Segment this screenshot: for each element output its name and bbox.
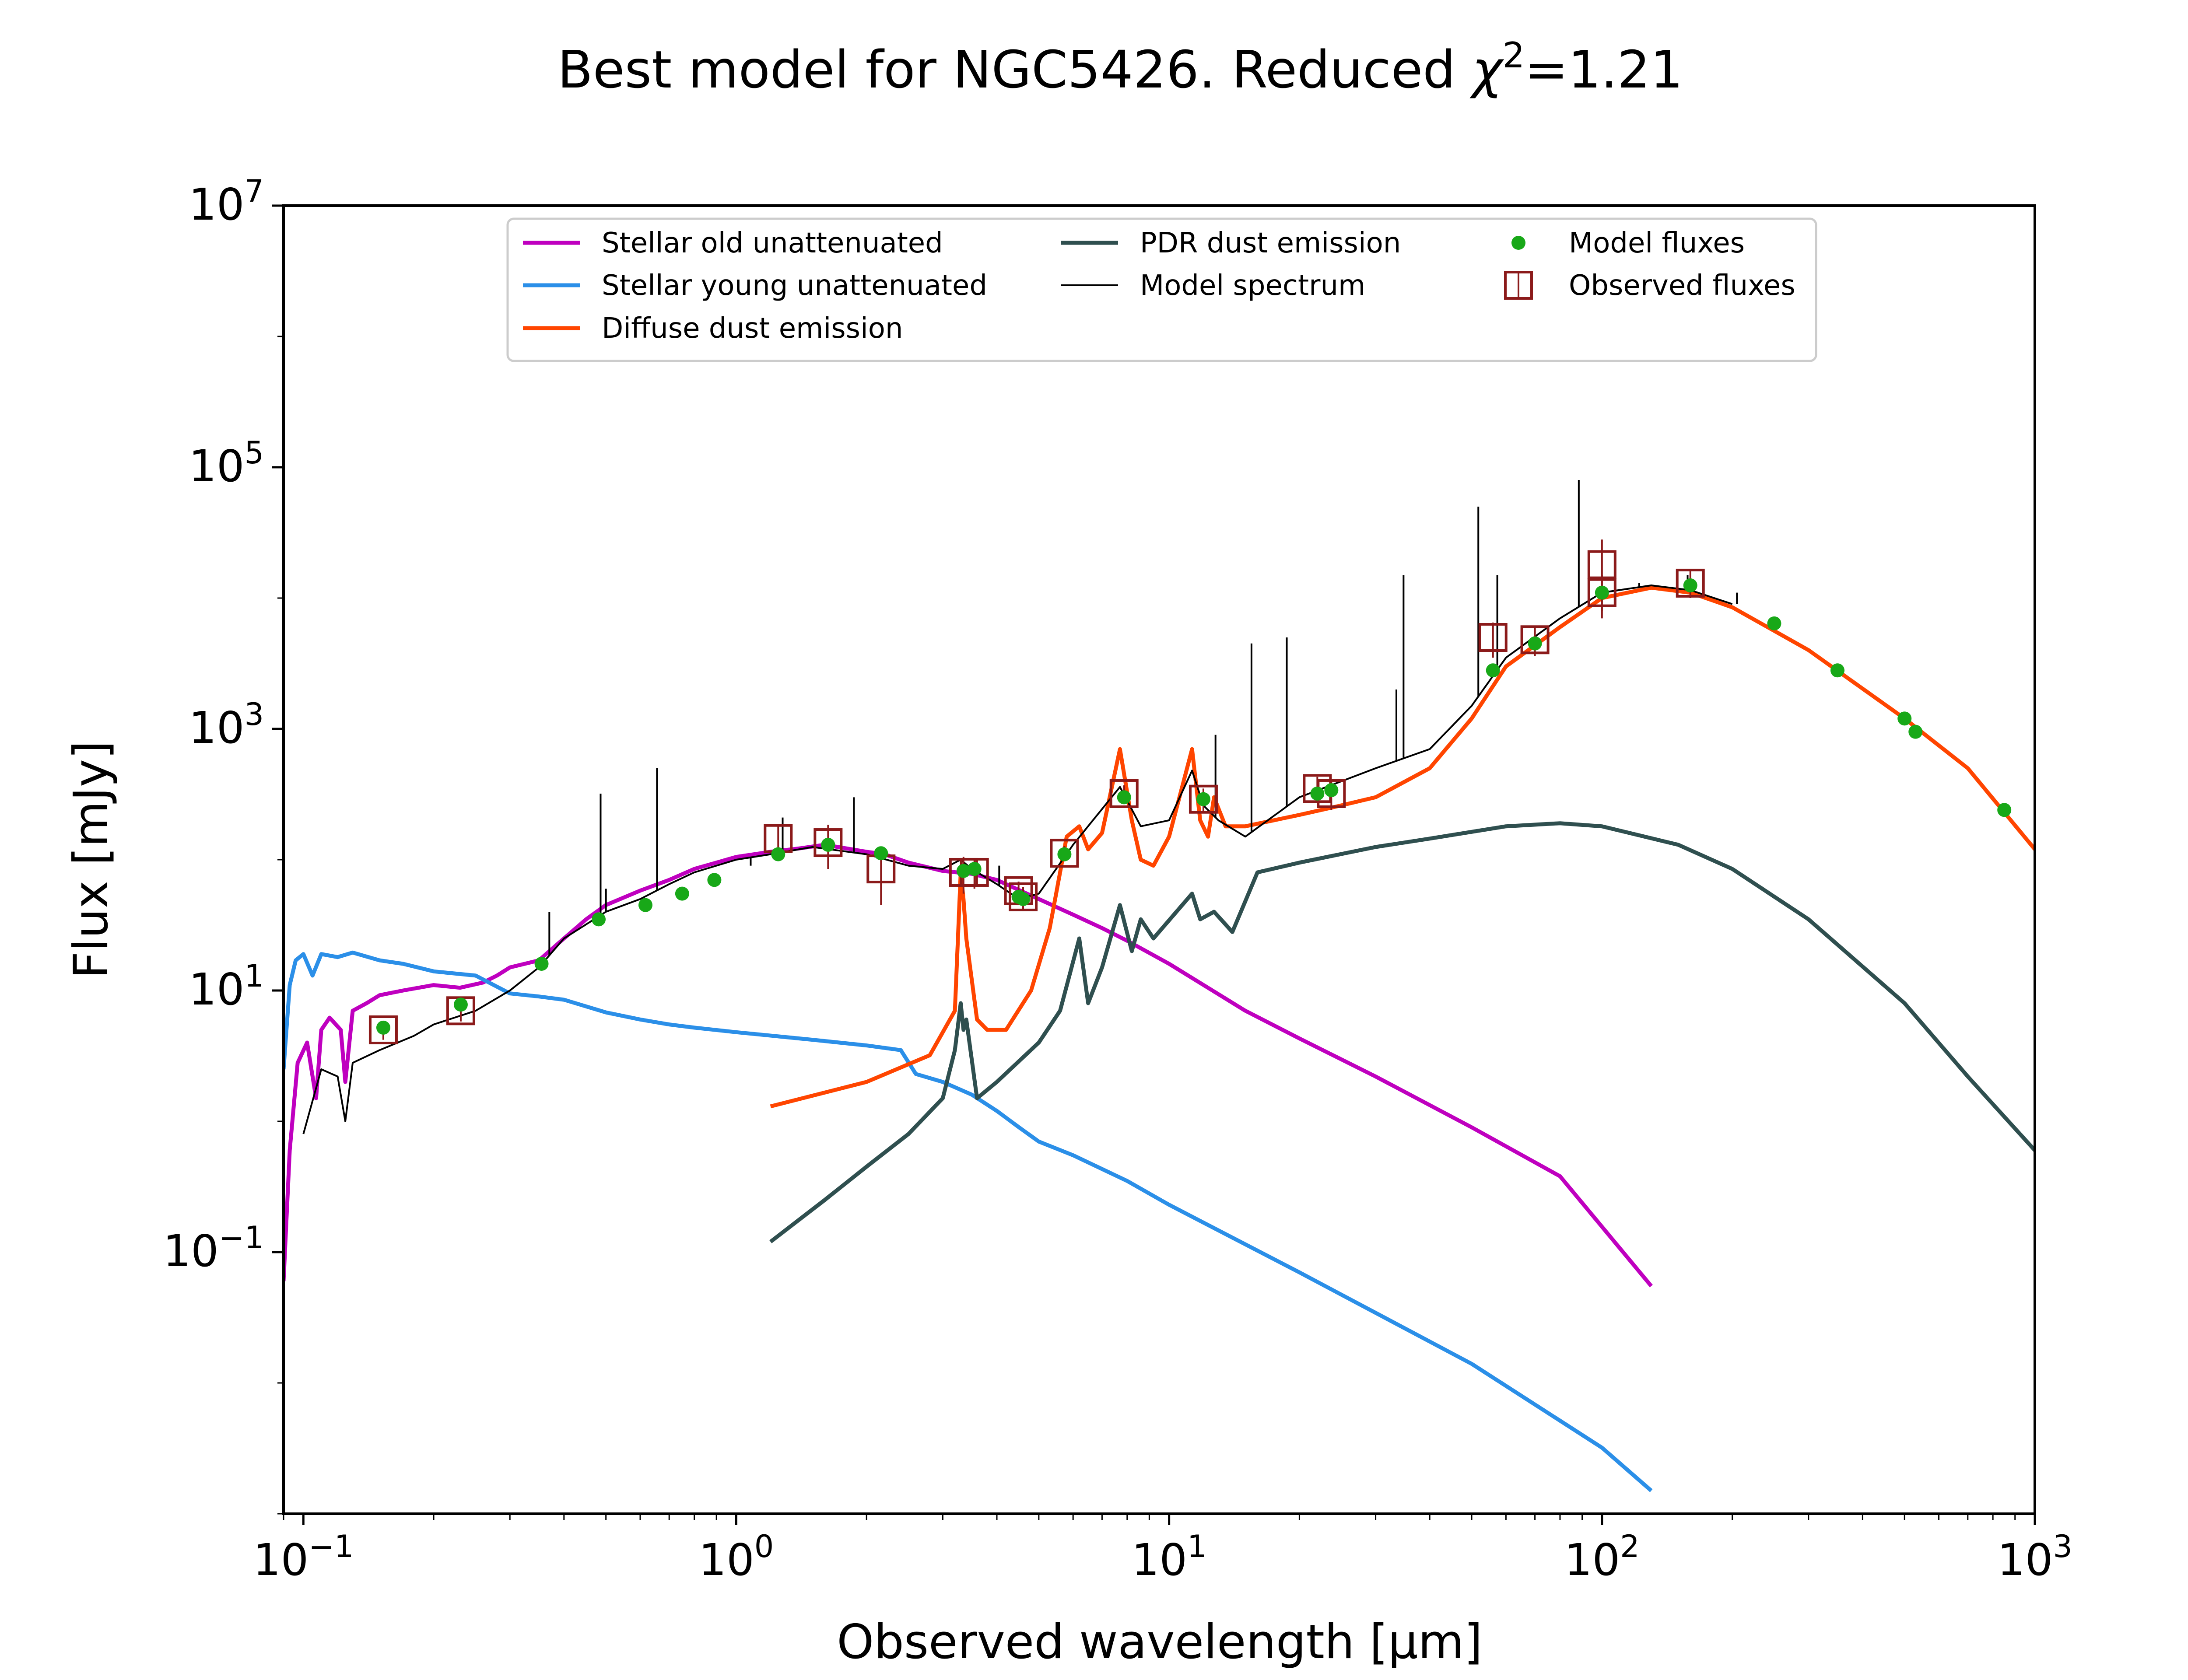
model-flux-point xyxy=(771,847,785,861)
legend-items: Stellar old unattenuated Stellar young un… xyxy=(523,227,1795,345)
model-flux-point xyxy=(675,886,689,901)
model-flux-point xyxy=(1830,663,1844,678)
series-line-pdr-dust-emission xyxy=(769,821,2035,1243)
y-tick-label: 101 xyxy=(189,958,264,1015)
legend-label: Observed fluxes xyxy=(1569,270,1795,302)
marker-layer xyxy=(368,539,2012,1045)
x-tick-label: 100 xyxy=(699,1529,774,1586)
legend-label: Model fluxes xyxy=(1569,227,1745,259)
observed-flux-marker xyxy=(1676,568,1705,598)
model-flux-point xyxy=(1310,786,1325,801)
observed-flux-marker xyxy=(368,1015,398,1045)
model-flux-point xyxy=(874,846,888,861)
legend-label: Diffuse dust emission xyxy=(602,312,903,345)
y-tick-label: 10−1 xyxy=(163,1220,264,1277)
model-flux-point xyxy=(1897,711,1912,726)
y-tick-label: 105 xyxy=(189,435,264,492)
series-line-diffuse-dust-emission xyxy=(770,585,2035,1109)
x-tick-label: 101 xyxy=(1132,1529,1207,1586)
observed-flux-marker xyxy=(1520,625,1550,654)
legend-box xyxy=(506,217,1817,362)
model-flux-point xyxy=(967,862,982,876)
legend-item-stellar-old-unattenuated: Stellar old unattenuated xyxy=(523,227,943,259)
y-tick-label: 107 xyxy=(189,173,264,230)
model-flux-point xyxy=(1997,803,2012,817)
chart-title: Best model for NGC5426. Reduced χ2=1.21 xyxy=(558,35,1683,100)
model-flux-point xyxy=(1016,892,1031,906)
model-flux-point xyxy=(821,837,835,852)
legend-item-model-spectrum: Model spectrum xyxy=(1061,270,1365,302)
observed-flux-marker xyxy=(1050,839,1079,868)
plot-area xyxy=(282,204,2036,1515)
model-flux-point xyxy=(534,956,549,971)
model-flux-point xyxy=(1324,783,1339,798)
model-flux-point xyxy=(1683,578,1697,593)
legend-item-model-fluxes: Model fluxes xyxy=(1511,227,1745,259)
legend-label: PDR dust emission xyxy=(1140,227,1401,259)
plot-background xyxy=(284,206,2035,1514)
model-flux-point xyxy=(1057,847,1072,861)
model-flux-point xyxy=(1486,663,1500,678)
legend-item-observed-fluxes: Observed fluxes xyxy=(1504,270,1795,302)
model-flux-point xyxy=(592,912,606,927)
series-line-stellar-young-unattenuated xyxy=(284,950,1653,1492)
observed-flux-marker xyxy=(1478,623,1508,652)
model-flux-point xyxy=(1117,790,1131,805)
model-flux-point xyxy=(1196,792,1210,806)
observed-flux-marker xyxy=(1109,779,1139,808)
legend-item-pdr-dust-emission: PDR dust emission xyxy=(1061,227,1401,259)
observed-flux-marker xyxy=(813,828,843,858)
legend-item-stellar-young-unattenuated: Stellar young unattenuated xyxy=(523,270,987,302)
model-flux-point xyxy=(1767,616,1781,630)
observed-flux-marker xyxy=(1189,784,1218,814)
model-flux-point xyxy=(376,1020,390,1035)
legend-item-diffuse-dust-emission: Diffuse dust emission xyxy=(523,312,903,345)
x-axis-label: Observed wavelength [μm] xyxy=(837,1615,1483,1670)
model-flux-point xyxy=(453,998,468,1012)
legend-label: Stellar young unattenuated xyxy=(602,270,987,302)
observed-flux-marker xyxy=(1587,578,1616,607)
legend-swatch-model-fluxes xyxy=(1511,236,1525,250)
legend: Stellar old unattenuated Stellar young un… xyxy=(506,217,1817,362)
observed-flux-marker xyxy=(1009,882,1038,911)
model-flux-point xyxy=(638,898,653,912)
model-flux-point xyxy=(956,864,971,878)
x-tick-label: 102 xyxy=(1564,1529,1640,1586)
legend-label: Model spectrum xyxy=(1140,270,1365,302)
y-axis-label: Flux [mJy] xyxy=(64,741,119,979)
legend-label: Stellar old unattenuated xyxy=(602,227,943,259)
axes-layer: 10−1 100 101 102 103 10−1 101 103 105 107 xyxy=(163,173,2072,1586)
model-flux-point xyxy=(1595,585,1609,600)
model-flux-point xyxy=(1528,636,1542,651)
x-tick-label: 103 xyxy=(1997,1529,2072,1586)
model-flux-point xyxy=(707,873,722,887)
y-tick-label: 103 xyxy=(189,696,264,753)
model-flux-point xyxy=(1908,724,1923,739)
x-tick-label: 10−1 xyxy=(253,1529,354,1586)
